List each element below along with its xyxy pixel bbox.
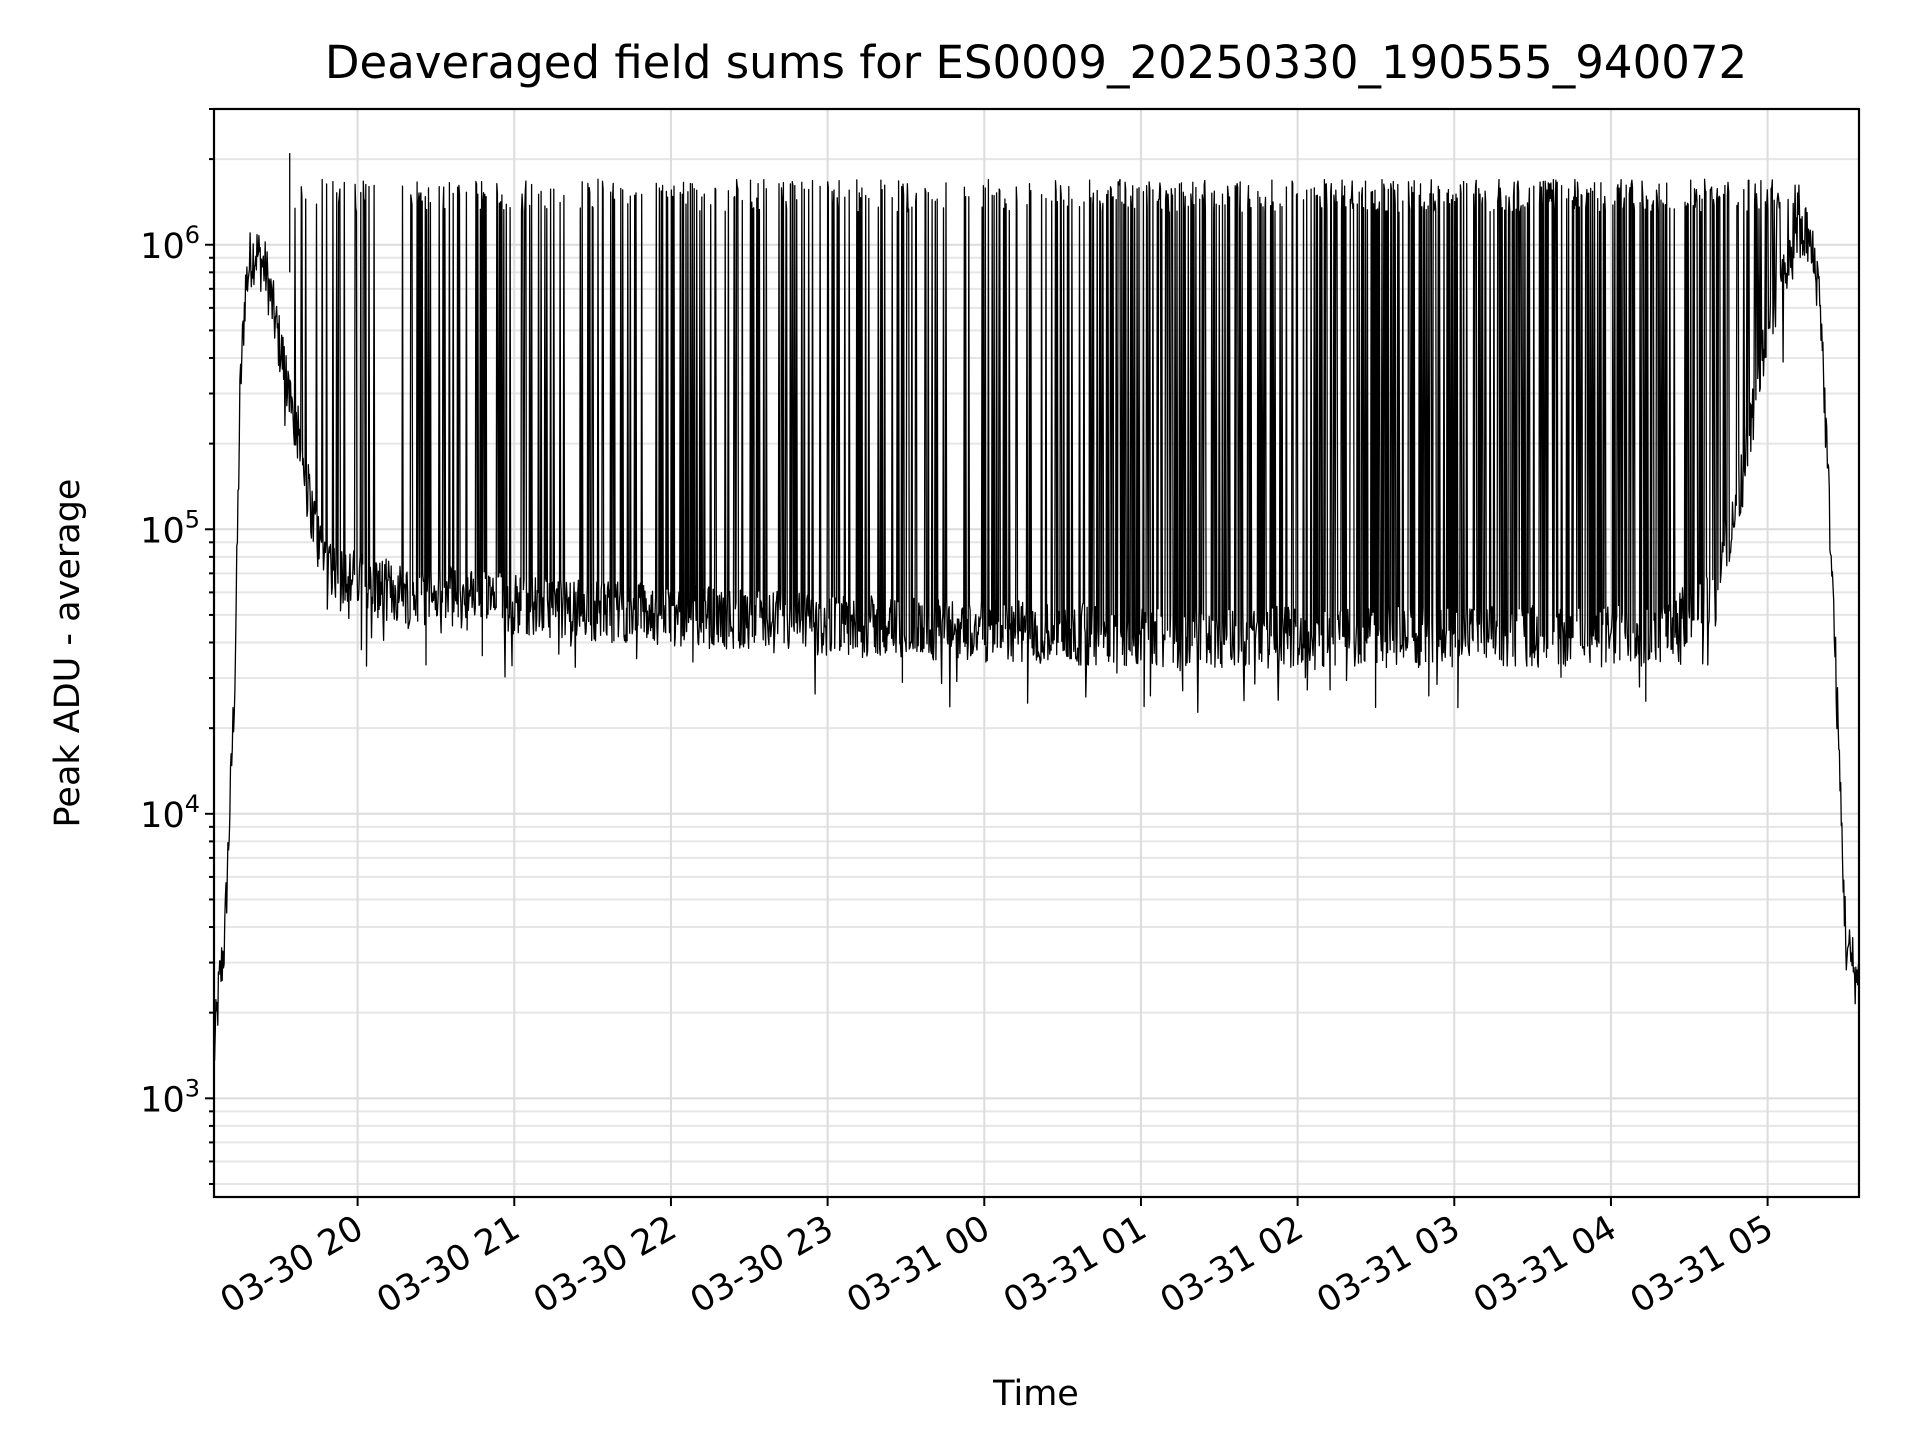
chart-title: Deaveraged field sums for ES0009_2025033… (325, 36, 1747, 89)
axes-frame (212, 107, 1861, 1199)
y-tick-label: 106 (140, 221, 200, 267)
y-tick-label: 104 (140, 790, 200, 836)
y-axis-label: Peak ADU - average (48, 479, 88, 828)
y-tick-label: 105 (140, 505, 200, 551)
series-line (213, 178, 1860, 1061)
series-layer (213, 153, 1860, 1061)
y-tick-label: 103 (140, 1074, 200, 1120)
x-axis-label: Time (992, 1374, 1079, 1414)
